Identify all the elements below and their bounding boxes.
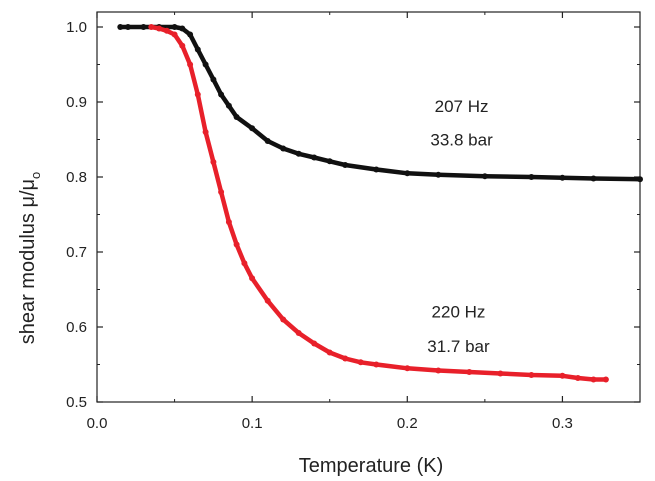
- series-207hz-point: [435, 171, 442, 178]
- series-220hz-point: [357, 359, 364, 366]
- series-207hz-point: [179, 25, 186, 32]
- y-tick-label: 0.9: [66, 94, 87, 111]
- series-220hz-point: [574, 375, 581, 381]
- series-207hz-point: [210, 76, 217, 83]
- series-207hz-point: [481, 173, 488, 180]
- x-axis-title: Temperature (K): [299, 455, 444, 477]
- series-220hz-point: [435, 367, 442, 374]
- series-220hz-point: [590, 376, 597, 383]
- series-207hz-point: [140, 24, 147, 30]
- y-tick-label: 0.8: [66, 169, 87, 186]
- series-207hz-point: [171, 24, 178, 30]
- series-220hz-point: [342, 355, 349, 362]
- annotation-hz-top: 207 Hz: [435, 97, 489, 116]
- series-220hz-point: [163, 27, 170, 34]
- series-207hz-line: [118, 24, 643, 182]
- svg-text:shear modulus μ/μo: shear modulus μ/μo: [17, 172, 43, 345]
- plot-area: 0.0 0.1 0.2 0.3 0.5 0.6 0.7 0.8 0.9 1.0 207 Hz 33.8…: [66, 11, 643, 432]
- series-220hz-point: [171, 31, 178, 38]
- annotation-bar-top: 33.8 bar: [430, 131, 493, 150]
- series-220hz-point: [326, 349, 333, 356]
- series-207hz-point: [559, 174, 566, 181]
- series-220hz-point: [225, 219, 232, 225]
- series-207hz-point: [225, 102, 232, 109]
- series-207hz-point: [117, 24, 124, 30]
- series-207hz-point: [249, 125, 256, 132]
- series-220hz-point: [241, 260, 248, 267]
- series-207hz-point: [528, 174, 535, 180]
- series-220hz-point: [280, 316, 287, 323]
- series-207hz-point: [326, 158, 333, 165]
- series-220hz-point: [156, 25, 163, 32]
- plot-frame: [96, 11, 641, 403]
- y-tick-label: 0.6: [66, 319, 87, 336]
- x-tick-label: 0.2: [397, 415, 418, 432]
- series-207hz-point: [295, 150, 302, 157]
- series-220hz-point: [311, 340, 318, 347]
- series-207hz-point: [342, 162, 349, 168]
- annotation-bar-bottom: 31.7 bar: [427, 337, 490, 356]
- series-220hz-point: [210, 159, 217, 165]
- series-207hz-point: [590, 175, 597, 182]
- series-207hz-point: [125, 24, 131, 30]
- series-220hz-point: [264, 297, 271, 304]
- series-220hz-line: [149, 24, 609, 382]
- y-tick-label: 0.7: [66, 244, 87, 261]
- x-tick-label: 0.1: [242, 415, 263, 432]
- series-207hz-point: [202, 61, 209, 68]
- series-220hz-point: [187, 61, 194, 68]
- series-207hz-point: [404, 170, 411, 177]
- series-220hz-point: [194, 91, 201, 98]
- series-220hz-point: [249, 275, 256, 282]
- y-axis-title-sub: o: [28, 172, 43, 179]
- series-220hz-point: [202, 129, 209, 135]
- series-220hz-point: [373, 361, 380, 368]
- series-220hz-point: [528, 372, 535, 378]
- series-207hz-point: [218, 91, 225, 98]
- x-tick-label: 0.3: [552, 415, 573, 432]
- series-220hz-point: [179, 42, 186, 49]
- y-axis-title-main: shear modulus μ/μ: [17, 179, 39, 344]
- series-207hz-point: [233, 114, 240, 120]
- series-220hz-point: [148, 24, 155, 30]
- series-207hz-point: [373, 166, 380, 173]
- series-207hz-point: [264, 138, 271, 144]
- y-axis-title: shear modulus μ/μo: [17, 172, 43, 345]
- series-220hz-point: [466, 369, 473, 375]
- series-220hz-point: [218, 189, 225, 195]
- series-220hz-point: [602, 376, 609, 383]
- series-207hz-point: [637, 176, 643, 183]
- series-207hz-point: [187, 31, 194, 38]
- series-220hz-point: [497, 370, 504, 377]
- series-220hz-point: [559, 372, 566, 379]
- annotation-hz-bottom: 220 Hz: [432, 302, 486, 321]
- y-tick-label: 0.5: [66, 394, 87, 411]
- series-207hz-point: [194, 46, 201, 53]
- x-tick-label: 0.0: [87, 415, 108, 432]
- series-220hz-point: [233, 241, 240, 248]
- series-207hz-point: [280, 145, 287, 152]
- series-207hz-point: [311, 154, 318, 161]
- series-220hz-point: [404, 365, 411, 372]
- y-tick-label: 1.0: [66, 19, 87, 36]
- series-220hz-point: [295, 330, 302, 336]
